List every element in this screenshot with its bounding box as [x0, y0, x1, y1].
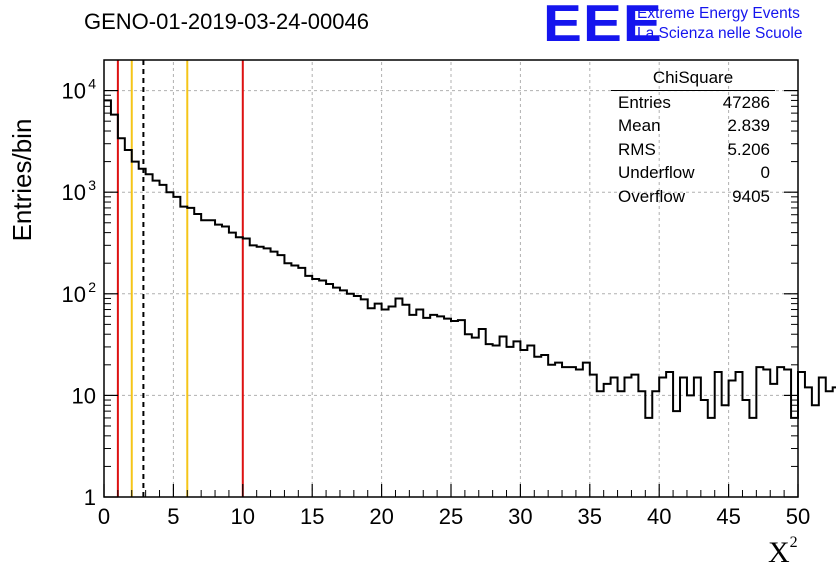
y-tick-exponent: 3 — [88, 177, 96, 193]
stats-row-overflow: Overflow 9405 — [618, 186, 770, 206]
y-tick-label: 1 — [84, 485, 96, 510]
x-tick-label: 10 — [231, 504, 255, 529]
stats-row-underflow: Underflow 0 — [618, 163, 770, 183]
x-axis-label: X2 — [768, 534, 798, 569]
x-tick-label: 45 — [716, 504, 740, 529]
logo-line-1: Extreme Energy Events — [637, 5, 800, 22]
stats-box: ChiSquare Entries 47286 Mean 2.839 RMS 5.20… — [609, 66, 777, 208]
y-tick-exponent: 4 — [88, 76, 96, 92]
y-tick-label: 10 — [62, 180, 86, 205]
y-tick-label: 10 — [72, 383, 96, 408]
x-tick-label: 50 — [786, 504, 810, 529]
stats-row-mean: Mean 2.839 — [618, 116, 770, 136]
y-tick-label: 10 — [62, 282, 86, 307]
logo-line-2: La Scienza nelle Scuole — [637, 25, 803, 42]
histogram-series — [104, 99, 836, 419]
chart-title: GENO-01-2019-03-24-00046 — [84, 9, 369, 34]
x-tick-label: 25 — [439, 504, 463, 529]
y-tick-exponent: 2 — [88, 279, 96, 295]
x-tick-label: 0 — [98, 504, 110, 529]
y-tick-label: 10 — [62, 79, 86, 104]
x-tick-label: 35 — [578, 504, 602, 529]
reference-lines — [116, 60, 244, 497]
x-tick-label: 5 — [167, 504, 179, 529]
x-axis-ticks: 0 5 10 15 20 25 30 35 40 45 50 — [98, 484, 810, 529]
stats-row-entries: Entries 47286 — [618, 93, 770, 112]
x-tick-label: 20 — [369, 504, 393, 529]
x-tick-label: 15 — [300, 504, 324, 529]
x-tick-label: 40 — [647, 504, 671, 529]
stats-title: ChiSquare — [611, 66, 775, 91]
stats-row-rms: RMS 5.206 — [618, 139, 770, 159]
logo-text: Extreme Energy Events La Scienza nelle S… — [637, 4, 802, 44]
eee-logo: EEE — [543, 0, 663, 53]
x-tick-label: 30 — [508, 504, 532, 529]
